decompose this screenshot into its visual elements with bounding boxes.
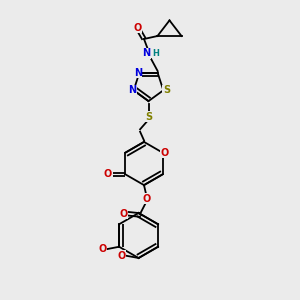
Text: O: O <box>133 22 142 33</box>
Text: O: O <box>104 169 112 179</box>
Text: O: O <box>161 148 169 158</box>
Text: O: O <box>98 244 107 254</box>
Text: H: H <box>152 49 159 58</box>
Text: N: N <box>134 68 142 78</box>
Text: S: S <box>163 85 170 95</box>
Text: N: N <box>142 48 151 59</box>
Text: O: O <box>119 208 128 219</box>
Text: O: O <box>142 194 151 204</box>
Text: O: O <box>117 250 125 261</box>
Text: N: N <box>128 85 136 95</box>
Text: S: S <box>145 112 152 122</box>
